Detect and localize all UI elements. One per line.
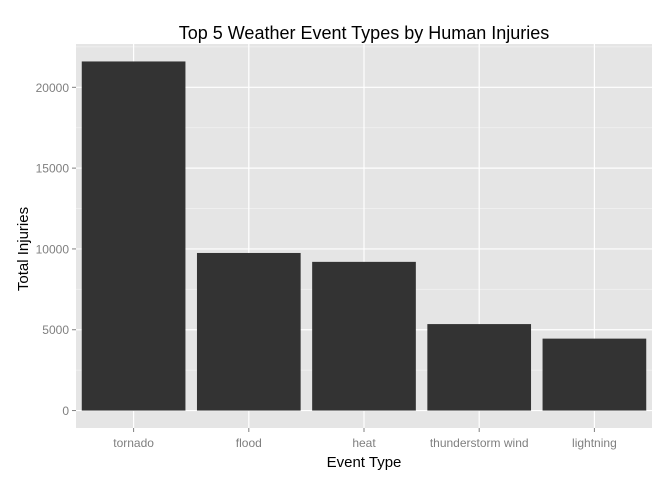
- y-axis-title: Total Injuries: [15, 207, 32, 291]
- y-tick-label: 20000: [36, 81, 70, 95]
- chart-title: Top 5 Weather Event Types by Human Injur…: [179, 23, 550, 43]
- bars: [81, 61, 647, 411]
- x-tick-label: lightning: [572, 436, 617, 450]
- y-tick-label: 10000: [36, 242, 70, 256]
- y-axis-ticks: 0 5000 10000 15000 20000: [36, 81, 76, 418]
- bar-thunderstorm-wind: [427, 324, 532, 411]
- x-tick-label: tornado: [113, 436, 154, 450]
- bar-tornado: [81, 61, 186, 411]
- y-tick-label: 0: [62, 404, 69, 418]
- x-tick-label: flood: [236, 436, 262, 450]
- y-tick-label: 15000: [36, 162, 70, 176]
- x-tick-label: thunderstorm wind: [430, 436, 529, 450]
- x-axis-title: Event Type: [327, 454, 402, 471]
- bar-flood: [196, 252, 301, 411]
- x-tick-label: heat: [352, 436, 376, 450]
- bar-lightning: [542, 338, 647, 411]
- x-axis-ticks: tornado flood heat thunderstorm wind lightni…: [113, 428, 617, 450]
- y-tick-label: 5000: [42, 323, 69, 337]
- bar-heat: [312, 261, 416, 411]
